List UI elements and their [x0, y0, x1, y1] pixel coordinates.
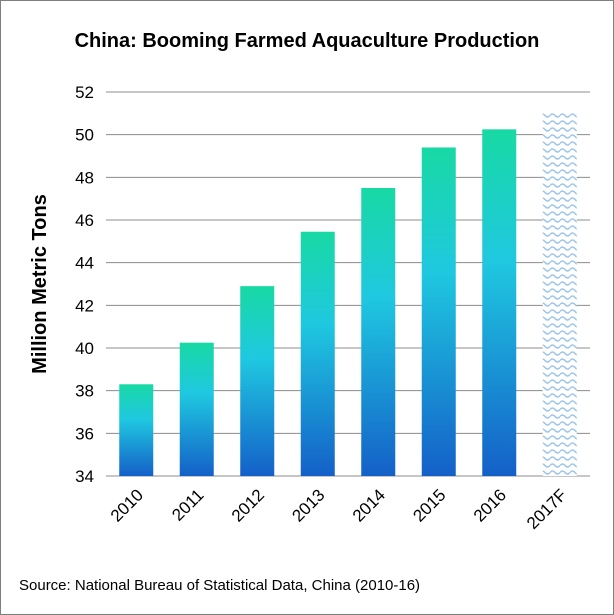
x-tick-labels: 2010 2011 2012 2013 2014 2015 2016 2017F — [107, 485, 571, 533]
y-tick-label: 40 — [75, 339, 94, 358]
bar-forecast-2017F — [542, 112, 577, 477]
bar-2012 — [240, 286, 275, 476]
y-tick-label: 48 — [75, 168, 94, 187]
y-tick-labels: 34 36 38 40 42 44 46 48 50 52 — [75, 83, 94, 486]
chart-title: China: Booming Farmed Aquaculture Produc… — [74, 30, 540, 52]
bar-2015 — [421, 147, 456, 476]
y-tick-label: 52 — [75, 83, 94, 102]
y-tick-label: 34 — [75, 467, 94, 486]
x-tick-label: 2010 — [107, 485, 147, 525]
x-tick-label: 2014 — [349, 485, 389, 525]
y-tick-label: 36 — [75, 424, 94, 443]
y-tick-label: 42 — [75, 296, 94, 315]
y-tick-label: 50 — [75, 126, 94, 145]
x-tick-label: 2015 — [409, 485, 449, 525]
gridlines — [106, 91, 590, 477]
x-tick-label: 2016 — [470, 485, 510, 525]
x-tick-label: 2011 — [168, 485, 207, 524]
y-tick-label: 44 — [75, 254, 94, 273]
bars — [119, 112, 577, 477]
y-tick-label: 38 — [75, 382, 94, 401]
x-tick-label: 2017F — [523, 485, 571, 533]
source-note: Source: National Bureau of Statistical D… — [19, 577, 421, 594]
y-axis-label: Million Metric Tons — [29, 194, 51, 374]
x-tick-label: 2012 — [228, 485, 268, 525]
bar-2013 — [300, 231, 335, 476]
bar-2016 — [482, 129, 517, 477]
y-tick-label: 46 — [75, 211, 94, 230]
bar-2011 — [179, 342, 214, 476]
x-tick-label: 2013 — [288, 485, 328, 525]
bar-2014 — [361, 188, 396, 476]
bar-2010 — [119, 384, 154, 476]
